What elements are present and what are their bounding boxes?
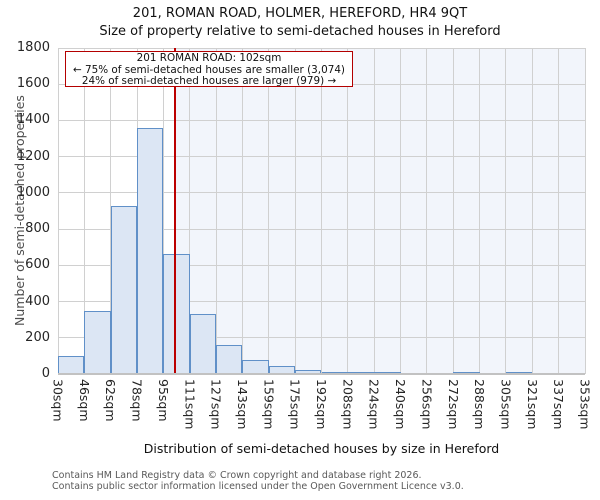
x-tick-label: 62sqm [103, 379, 119, 422]
x-tick-label: 224sqm [366, 379, 382, 430]
shaded-region [175, 48, 585, 374]
grid-line-vertical [347, 48, 349, 374]
x-tick-label: 111sqm [182, 379, 198, 430]
y-tick-label: 1200 [16, 148, 50, 164]
x-tick-label: 240sqm [393, 379, 409, 430]
histogram-bar [137, 127, 164, 374]
histogram-bar [163, 253, 190, 374]
y-tick-label: 800 [25, 221, 50, 237]
y-tick-label: 600 [25, 257, 50, 273]
grid-line-vertical [83, 48, 85, 374]
grid-line-vertical [584, 48, 586, 374]
x-axis-spine [58, 373, 585, 375]
x-tick-label: 95sqm [155, 379, 171, 422]
grid-line-vertical [57, 48, 59, 374]
grid-line-vertical [426, 48, 428, 374]
y-tick-label: 400 [25, 293, 50, 309]
x-tick-label: 192sqm [314, 379, 329, 430]
x-tick-label: 288sqm [472, 379, 488, 430]
grid-line-vertical [241, 48, 243, 374]
histogram-bar [84, 310, 111, 374]
annotation-callout: 201 ROMAN ROAD: 102sqm ← 75% of semi-det… [65, 51, 353, 87]
annotation-line-1: 201 ROMAN ROAD: 102sqm [136, 52, 282, 64]
footer-line-1: Contains HM Land Registry data © Crown c… [52, 470, 422, 481]
x-tick-label: 272sqm [445, 379, 461, 430]
x-tick-label: 256sqm [419, 379, 435, 430]
annotation-line-2: ← 75% of semi-detached houses are smalle… [73, 63, 345, 76]
chart-subtitle: Size of property relative to semi-detach… [99, 24, 501, 39]
x-tick-label: 353sqm [577, 379, 593, 430]
x-tick-label: 78sqm [129, 379, 145, 422]
chart-title: 201, ROMAN ROAD, HOLMER, HEREFORD, HR4 9… [132, 6, 468, 21]
grid-line-vertical [162, 48, 164, 374]
x-tick-label: 159sqm [261, 379, 277, 430]
x-tick-label: 46sqm [76, 379, 92, 422]
x-axis-title: Distribution of semi-detached houses by … [143, 441, 500, 456]
y-tick-label: 1400 [16, 112, 50, 128]
y-tick-label: 0 [41, 366, 50, 381]
grid-line-vertical [189, 48, 191, 374]
plot-area [57, 47, 586, 375]
grid-line-vertical [452, 48, 454, 374]
x-tick-label: 127sqm [208, 379, 224, 430]
grid-line-vertical [400, 48, 402, 374]
footer-line-2: Contains public sector information licen… [52, 481, 464, 492]
grid-line-vertical [558, 48, 560, 374]
x-tick-label: 305sqm [498, 379, 514, 430]
y-tick-label: 1800 [16, 40, 50, 55]
grid-line-vertical [531, 48, 533, 374]
grid-line-vertical [268, 48, 270, 374]
grid-line-vertical [373, 48, 375, 374]
histogram-bar [216, 345, 243, 374]
y-tick-label: 1000 [16, 184, 50, 200]
grid-line-vertical [215, 48, 217, 374]
annotation-line-3: 24% of semi-detached houses are larger (… [81, 75, 337, 87]
marker-line [174, 48, 177, 374]
histogram-bar [242, 360, 269, 374]
y-tick-label: 1600 [16, 76, 50, 92]
histogram-bar [58, 355, 85, 374]
histogram-bar [189, 314, 217, 374]
x-tick-label: 337sqm [551, 379, 567, 430]
grid-line-vertical [321, 48, 322, 374]
y-tick-label: 200 [25, 329, 50, 345]
x-tick-label: 143sqm [234, 379, 250, 430]
x-tick-label: 175sqm [287, 379, 303, 430]
y-axis-title: Number of semi-detached properties [12, 95, 27, 327]
grid-line-vertical [479, 48, 481, 374]
x-tick-label: 321sqm [524, 379, 540, 430]
histogram-bar [110, 206, 138, 374]
grid-line-vertical [505, 48, 507, 374]
x-tick-label: 30sqm [50, 379, 66, 422]
grid-line-vertical [294, 48, 296, 374]
x-tick-label: 208sqm [340, 379, 356, 430]
